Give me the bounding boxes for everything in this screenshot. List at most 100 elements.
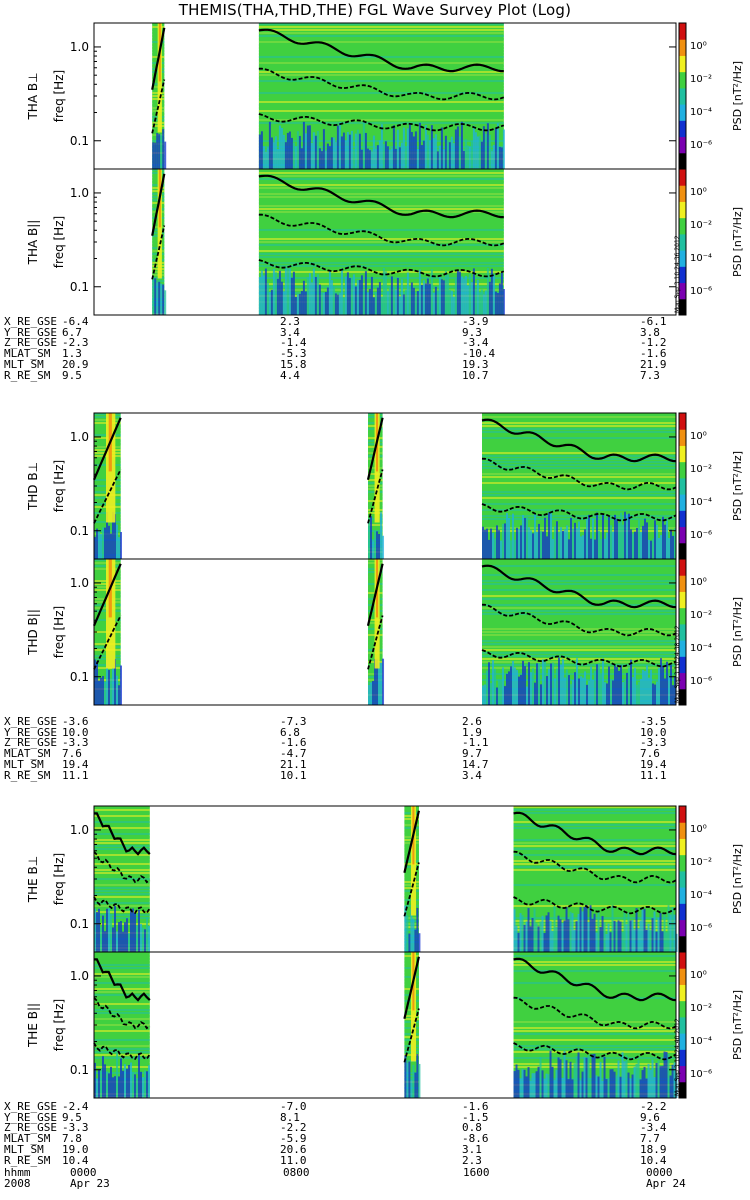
gyrofrequency-trace [481, 503, 677, 522]
colorbar-tick-label: 10⁰ [690, 577, 707, 588]
colorbar-tick-label: 10⁻² [690, 464, 712, 475]
ephemeris-label: MLT_SM [4, 1142, 44, 1156]
colorbar-tick-label: 10⁻² [690, 857, 712, 868]
spectrogram-panel: 0.1 1.0 [70, 412, 677, 560]
spectrogram-segment [403, 806, 421, 952]
gyrofrequency-trace [92, 563, 122, 627]
colorbar-tick-label: 10⁻⁴ [690, 253, 712, 264]
ephemeris-label: MLAT_SM [4, 347, 51, 361]
ephemeris-value: 20.6 [280, 1142, 307, 1156]
gyrofrequency-trace [513, 811, 677, 856]
colorbar-tick-label: 10⁻⁶ [690, 140, 712, 151]
y-tick-label: 1.0 [70, 186, 89, 200]
ephemeris-label: MLAT_SM [4, 747, 51, 761]
ephemeris-value: 4.4 [280, 368, 300, 382]
ephemeris-value: 21.1 [280, 757, 307, 771]
spectrogram-segment [258, 23, 505, 169]
ephemeris-value: 10.0 [62, 725, 89, 739]
gyrofrequency-trace [481, 603, 677, 637]
colorbar-label: PSD [nT²/Hz] [731, 207, 744, 277]
plot-timestamp: Mon Sep 3 10:24:38 2012 [674, 625, 681, 703]
ephemeris-value: -3.9 [462, 315, 489, 328]
ephemeris-value: 7.6 [62, 747, 82, 761]
gyrofrequency-trace [403, 810, 420, 873]
spectrogram-segment [93, 806, 151, 952]
spectrogram-segment [151, 169, 167, 315]
ephemeris-value: 7.8 [62, 1132, 82, 1146]
spectrogram-segment [403, 952, 421, 1098]
gyrofrequency-trace [94, 812, 151, 856]
y-axis-label: freq [Hz] [52, 606, 66, 658]
ephemeris-label: Z_RE_GSE [4, 736, 57, 750]
ephemeris-value: -3.6 [62, 715, 89, 728]
panel-title: THD B|| [26, 609, 40, 656]
spectrogram-panel: 0.1 1.0 [70, 558, 677, 706]
spectrogram-segment [366, 559, 385, 705]
ephemeris-value: -1.6 [462, 1100, 489, 1113]
gyrofrequency-trace [92, 417, 122, 481]
spectrogram-segment [513, 806, 678, 952]
ephemeris-value: 7.3 [640, 368, 660, 382]
gyrofrequency-trace [403, 956, 420, 1019]
colorbar-tick-label: 10⁻⁴ [690, 107, 712, 118]
ephemeris-value: 3.8 [640, 325, 660, 339]
y-axis-label: freq [Hz] [52, 216, 66, 268]
ephemeris-value: 7.7 [640, 1132, 660, 1146]
colorbar-tick-label: 10⁻² [690, 1003, 712, 1014]
ephemeris-value: 6.8 [280, 725, 300, 739]
x-tick-label: Apr 23 [70, 1177, 110, 1190]
ephemeris-value: 9.7 [462, 747, 482, 761]
gyrofrequency-trace [258, 28, 504, 73]
y-tick-label: 0.1 [70, 134, 89, 148]
ephemeris-value: -2.4 [62, 1100, 89, 1113]
colorbar-tick-label: 10⁻⁴ [690, 890, 712, 901]
ephemeris-value: -5.9 [280, 1132, 307, 1146]
gyrofrequency-trace [513, 896, 677, 915]
ephemeris-value: -4.7 [280, 747, 307, 761]
y-tick-label: 0.1 [70, 524, 89, 538]
ephemeris-value: -3.4 [462, 336, 489, 350]
ephemeris-value: 19.4 [640, 757, 667, 771]
gyrofrequency-trace [258, 113, 505, 132]
ephemeris-value: 0.8 [462, 1121, 482, 1135]
spectrogram-segment [258, 169, 505, 315]
ephemeris-label: Y_RE_GSE [4, 1110, 57, 1124]
ephemeris-value: 10.0 [640, 725, 667, 739]
gyrofrequency-trace [513, 996, 677, 1030]
y-tick-label: 1.0 [70, 823, 89, 837]
y-tick-label: 1.0 [70, 40, 89, 54]
spectrogram-panel: 0.1 1.0 [70, 951, 678, 1099]
gyrofrequency-trace [513, 1042, 677, 1061]
gyrofrequency-trace [258, 259, 505, 278]
ephemeris-value: -3.5 [640, 715, 667, 728]
ephemeris-value: 20.9 [62, 357, 89, 371]
spectrogram-segment [481, 559, 677, 705]
spectrogram-segment [366, 413, 385, 559]
spectrogram-segment [151, 23, 167, 169]
gyrofrequency-trace [93, 1042, 151, 1061]
ephemeris-value: -2.2 [280, 1121, 307, 1135]
colorbar-tick-label: 10⁻⁴ [690, 1036, 712, 1047]
panel-title: THE B|| [26, 1003, 40, 1048]
colorbar-tick-label: 10⁻⁴ [690, 643, 712, 654]
ephemeris-value: 9.5 [62, 368, 82, 382]
plot-timestamp: Mon Sep 3 10:24:40 2012 [674, 1018, 681, 1096]
ephemeris-value: -7.3 [280, 715, 307, 728]
spectrogram-segment [92, 413, 122, 559]
x-tick-label: 1600 [463, 1166, 490, 1179]
colorbar-label: PSD [nT²/Hz] [731, 597, 744, 667]
y-axis-label: freq [Hz] [52, 999, 66, 1051]
gyrofrequency-trace [93, 851, 151, 884]
gyrofrequency-trace [403, 862, 420, 917]
gyrofrequency-trace [513, 957, 677, 1002]
ephemeris-label: R_RE_SM [4, 1153, 51, 1167]
ephemeris-value: 9.3 [462, 325, 482, 339]
colorbar: 10⁰ 10⁻² 10⁻⁴ 10⁻⁶ PSD [nT²/Hz] Mon Sep 3 10:… [674, 951, 744, 1099]
y-tick-label: 0.1 [70, 917, 89, 931]
spectrogram-segment [513, 952, 678, 1098]
ephemeris-value: -1.4 [280, 336, 307, 350]
ephemeris-label: Y_RE_GSE [4, 725, 57, 739]
time-axis-label: hhmm [4, 1166, 31, 1179]
ephemeris-value: -5.3 [280, 347, 307, 361]
